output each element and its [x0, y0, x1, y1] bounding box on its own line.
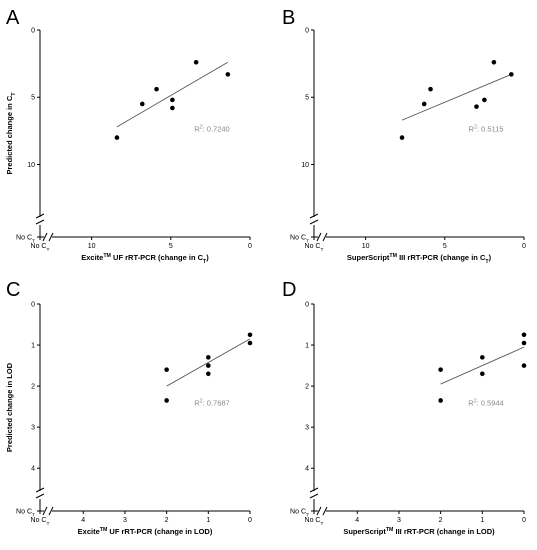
x-tick-label: 10 — [88, 243, 96, 250]
x-tick-label: 1 — [480, 517, 484, 524]
y-tick-label: 1 — [31, 343, 35, 350]
y-tick-label: 0 — [31, 28, 35, 35]
data-point — [491, 59, 497, 65]
y-axis-title: Predicted change in CT — [5, 92, 17, 175]
regression-line — [401, 73, 512, 121]
y-tick-label: 10 — [27, 162, 35, 169]
data-point — [206, 371, 211, 377]
y-tick-label-no-ct: No CT — [16, 235, 35, 245]
y-axis-break-mark — [309, 213, 319, 225]
y-tick-label: 0 — [31, 302, 35, 309]
y-axis-title: Predicted change in LOD — [5, 362, 14, 452]
y-tick-label-no-ct: No CT — [290, 509, 309, 519]
x-axis-break-mark — [316, 232, 328, 242]
y-tick-label: 10 — [301, 162, 309, 169]
data-point — [480, 371, 485, 377]
data-point — [206, 355, 211, 360]
data-point — [164, 398, 169, 403]
x-tick-label: 10 — [362, 243, 370, 250]
data-point — [521, 363, 527, 368]
panel-letter: A — [6, 7, 20, 29]
r-squared-label: R2: 0.5115 — [469, 124, 504, 133]
y-tick-label: 0 — [305, 302, 309, 309]
x-axis-title: ExciteTM UF rRT-PCR (change in LOD) — [78, 527, 213, 536]
r-squared-label: R2: 0.5944 — [468, 398, 503, 407]
x-axis-title: SuperScriptTM III rRT-PCR (change in CT) — [347, 253, 492, 265]
data-point — [438, 367, 443, 372]
data-point — [164, 367, 169, 372]
x-tick-label: 3 — [397, 517, 401, 524]
x-tick-label: 0 — [248, 243, 252, 250]
data-point — [193, 59, 199, 65]
r-squared-label: R2: 0.7240 — [194, 124, 229, 133]
regression-line — [166, 338, 251, 387]
x-tick-label: 2 — [165, 517, 169, 524]
y-axis-break-mark — [35, 213, 45, 225]
data-point — [474, 104, 479, 109]
x-tick-label: 0 — [522, 243, 526, 250]
x-axis-break-mark — [42, 506, 54, 516]
y-tick-label: 1 — [305, 343, 309, 350]
y-tick-label: 5 — [305, 95, 309, 102]
y-axis-break-mark — [35, 487, 45, 499]
data-point — [170, 105, 175, 111]
data-point — [170, 97, 175, 103]
data-point — [428, 86, 433, 92]
y-axis-break-mark — [309, 487, 319, 499]
data-point — [421, 101, 427, 107]
data-point — [247, 340, 253, 346]
data-point — [482, 97, 487, 103]
y-tick-label: 3 — [31, 425, 35, 432]
data-point — [114, 135, 120, 140]
x-tick-label: 2 — [439, 517, 443, 524]
x-tick-label-no-ct: No CT — [305, 517, 324, 527]
data-point — [399, 135, 405, 140]
x-tick-label: 1 — [206, 517, 210, 524]
y-tick-label: 4 — [31, 466, 35, 473]
y-tick-label: 2 — [31, 384, 35, 391]
x-axis-break-mark — [316, 506, 328, 516]
x-tick-label-no-ct: No CT — [31, 243, 50, 253]
y-tick-label: 2 — [305, 384, 309, 391]
x-tick-label: 4 — [81, 517, 85, 524]
data-point — [206, 363, 211, 368]
panel-letter: B — [282, 7, 295, 29]
y-tick-label-no-ct: No CT — [16, 509, 35, 519]
x-tick-label: 4 — [355, 517, 359, 524]
y-tick-label: 4 — [305, 466, 309, 473]
panel-letter: D — [282, 279, 296, 301]
data-point — [521, 340, 527, 346]
data-point — [139, 101, 145, 107]
x-tick-label: 5 — [169, 243, 173, 250]
x-tick-label: 5 — [443, 243, 447, 250]
x-tick-label-no-ct: No CT — [31, 517, 50, 527]
y-tick-label-no-ct: No CT — [290, 235, 309, 245]
regression-line — [116, 61, 229, 128]
data-point — [225, 72, 231, 77]
panel-letter: C — [6, 279, 20, 301]
x-tick-label: 0 — [522, 517, 526, 524]
data-point — [480, 355, 485, 360]
y-tick-label: 5 — [31, 95, 35, 102]
r-squared-label: R2: 0.7687 — [194, 398, 229, 407]
x-axis-title: ExciteTM UF rRT-PCR (change in CT) — [81, 253, 209, 265]
data-point — [521, 332, 527, 338]
x-axis-title: SuperScriptTM III rRT-PCR (change in LOD… — [343, 527, 495, 536]
y-tick-label: 3 — [305, 425, 309, 432]
x-tick-label-no-ct: No CT — [305, 243, 324, 253]
x-axis-break-mark — [42, 232, 54, 242]
x-tick-label: 3 — [123, 517, 127, 524]
data-point — [154, 86, 159, 92]
y-tick-label: 0 — [305, 28, 309, 35]
data-point — [509, 72, 514, 77]
data-point — [247, 332, 253, 338]
data-point — [438, 398, 443, 403]
x-tick-label: 0 — [248, 517, 252, 524]
regression-line — [440, 346, 525, 385]
